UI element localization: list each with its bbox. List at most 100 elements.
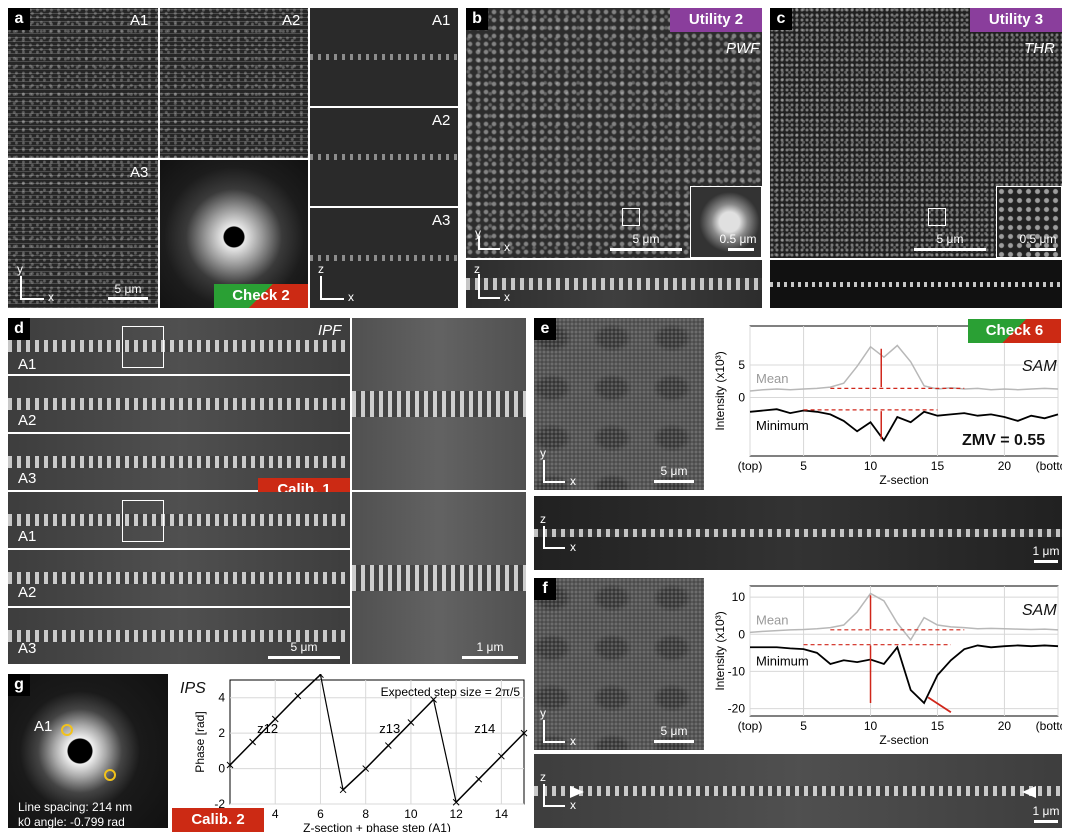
chart-point — [407, 719, 415, 726]
panel-d-roi-top — [122, 326, 164, 368]
panel-d-scalebar-main — [268, 656, 340, 659]
panel-b-xz-axis-z: z — [474, 262, 480, 276]
panel-e-chart: (top) 5 10 15 20 (bottom) 0 5 Z-section Intensity… — [713, 325, 1062, 487]
panel-b-axis-h — [478, 248, 500, 250]
panel-b-scalebar-inset — [728, 248, 754, 251]
panel-d-inset-top — [352, 318, 526, 490]
panel-d-label-a1-bottom: A1 — [18, 528, 37, 545]
chart-y-tick-label: 0 — [738, 391, 745, 405]
panel-a-image-a3 — [8, 160, 158, 308]
panel-d-a2-bottom — [8, 550, 350, 606]
panel-f-chart: (top)5101520(bottom)-20-10010Z-sectionIn… — [713, 585, 1062, 747]
chart-series-name: Minimum — [756, 418, 809, 433]
panel-b-inset — [690, 186, 762, 258]
panel-a-xz-axis-h — [320, 298, 344, 300]
panel-f-xz — [534, 754, 1062, 828]
panel-d-label-a3-bottom: A3 — [18, 640, 37, 657]
panel-a-scale-text: 5 μm — [114, 282, 142, 296]
chart-point — [226, 761, 234, 769]
chart-x-tick-label: 15 — [931, 719, 945, 733]
panel-g-chart: 4 6 8 10 12 14 -2 0 2 4 Z-section + phase step (A1… — [193, 674, 528, 832]
panel-e-method: SAM — [1022, 358, 1057, 375]
chart-x-label: Z-section + phase step (A1) — [303, 821, 451, 832]
chart-y-label: Phase [rad] — [193, 711, 207, 772]
panel-c-image — [770, 8, 1062, 258]
panel-f-method: SAM — [1022, 602, 1057, 619]
chart-x-tick-label: 4 — [272, 807, 279, 821]
chart-y-tick-label: 5 — [738, 358, 745, 372]
chart-series-line — [749, 344, 1059, 392]
panel-e-xz-scalebar — [1034, 560, 1058, 563]
chart-point — [271, 715, 279, 723]
chart-x-label: Z-section — [879, 733, 928, 747]
panel-a-axis-y: y — [17, 262, 23, 276]
panel-b-xz — [466, 260, 762, 308]
panel-a-axis-x: x — [48, 290, 54, 304]
chart-annotation: z14 — [474, 721, 495, 736]
panel-a-label-a2: A2 — [282, 12, 301, 29]
panel-f-xz-axis-v — [543, 784, 545, 806]
panel-e-axis-y: y — [540, 446, 546, 460]
chart-point — [384, 742, 392, 749]
chart-x-tick-label: 10 — [404, 807, 418, 821]
chart-x-tick-label: 14 — [495, 807, 509, 821]
panel-e-zmv: ZMV = 0.55 — [962, 432, 1046, 449]
panel-b-axis-x: x — [504, 240, 510, 254]
panel-d-a2-top — [8, 376, 350, 432]
panel-d-a1-top — [8, 318, 350, 374]
panel-a-xz-label-a2: A2 — [432, 112, 451, 129]
panel-c-roi-box — [928, 208, 946, 226]
panel-d-label-a2-top: A2 — [18, 412, 37, 429]
chart-point — [498, 752, 505, 760]
chart-series-name: Minimum — [756, 653, 809, 668]
chart-point — [249, 738, 256, 746]
chart-x-tick-label: 20 — [998, 459, 1012, 473]
chart-x-tick-label: 6 — [317, 807, 324, 821]
panel-f-letter: f — [534, 578, 556, 600]
panel-a-xz-a1 — [310, 8, 458, 106]
panel-a-check-tag: Check 2 — [214, 284, 308, 308]
panel-b-axis-v — [478, 236, 480, 250]
panel-e-letter: e — [534, 318, 556, 340]
chart-y-tick-label: 0 — [218, 762, 225, 776]
chart-y-tick-label: -10 — [728, 664, 746, 678]
panel-d-scale-inset: 1 μm — [476, 640, 504, 654]
panel-f-xz-axis-x: x — [570, 798, 576, 812]
panel-f-xz-scale: 1 μm — [1032, 804, 1060, 818]
panel-a-xz-axis-v — [320, 276, 322, 300]
panel-c-utility-tag: Utility 3 — [970, 8, 1062, 32]
chart-y-tick-label: 4 — [218, 691, 225, 705]
chart-title: Expected step size = 2π/5 — [381, 685, 521, 699]
panel-a-label-a3: A3 — [130, 164, 149, 181]
panel-d-label-a3-top: A3 — [18, 470, 37, 487]
panel-a-xz-axis-x: x — [348, 290, 354, 304]
panel-b-xz-axis-v — [478, 274, 480, 298]
panel-c-scalebar-main — [914, 248, 986, 251]
panel-b-letter: b — [466, 8, 488, 30]
chart-x-tick-label: 20 — [998, 719, 1012, 733]
panel-b-xz-axis-x: x — [504, 290, 510, 304]
panel-f-axis-h — [543, 741, 565, 743]
panel-e-axis-v — [543, 460, 545, 482]
panel-f-arrowhead-right-icon — [1022, 786, 1036, 798]
chart-point — [520, 729, 528, 737]
chart-y-tick-label: 2 — [218, 726, 225, 740]
chart-y-tick-label: -2 — [214, 797, 225, 811]
panel-c-scale-main: 5 μm — [936, 232, 964, 246]
chart-point — [294, 692, 302, 700]
panel-g-peak-circle-bottom — [104, 769, 116, 781]
panel-a-xz-label-a3: A3 — [432, 212, 451, 229]
chart-series-line — [432, 699, 457, 803]
chart-x-tick-label: 15 — [931, 459, 945, 473]
panel-b-scalebar-main — [610, 248, 682, 251]
panel-d-method: IPF — [318, 322, 342, 339]
chart-x-tick-label: (bottom) — [1036, 459, 1062, 473]
panel-e-xz-scale: 1 μm — [1032, 544, 1060, 558]
chart-x-tick-label: 10 — [864, 719, 878, 733]
panel-a-axis-arrows-h — [20, 298, 44, 300]
panel-c-xz — [770, 260, 1062, 308]
panel-g-peak-circle-top — [61, 724, 73, 736]
panel-b-utility-tag: Utility 2 — [670, 8, 762, 32]
panel-g-calib-tag: Calib. 2 — [172, 808, 264, 832]
panel-a-xz-axis-z: z — [318, 262, 324, 276]
